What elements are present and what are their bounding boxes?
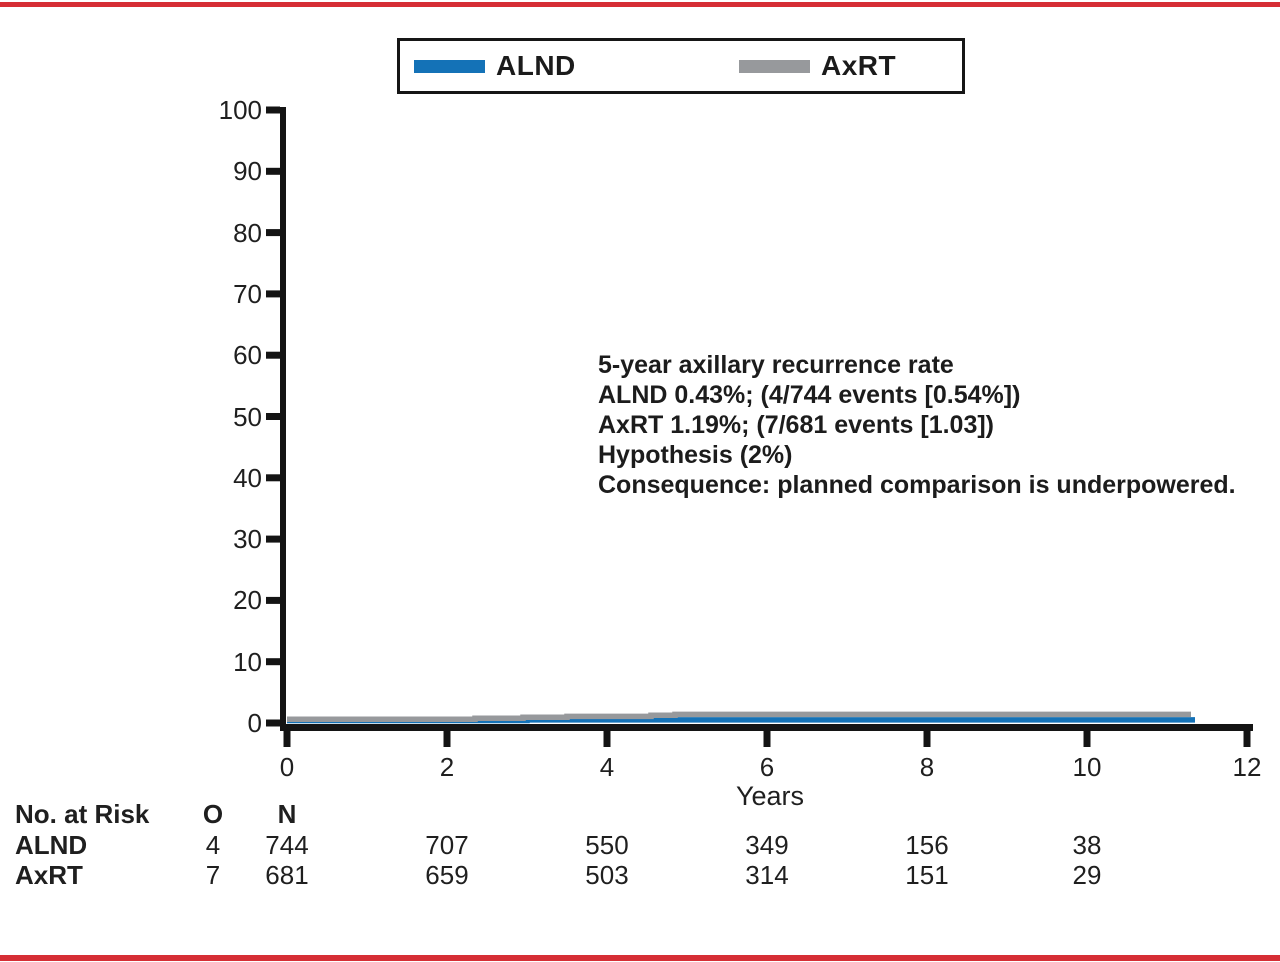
risk-cell: 681 <box>265 860 309 890</box>
risk-row-label-axrt: AxRT <box>15 860 83 890</box>
risk-table-title: No. at Risk <box>15 799 150 829</box>
y-tick-label: 70 <box>233 278 262 309</box>
y-tick-label: 90 <box>233 156 262 187</box>
series-line-axrt <box>287 711 1191 723</box>
risk-cell: 550 <box>585 830 629 860</box>
risk-cell: 29 <box>1072 860 1102 890</box>
y-tick-mark <box>266 106 280 114</box>
y-tick-mark <box>266 535 280 543</box>
legend-item-axrt: AxRT <box>739 41 896 91</box>
x-tick-mark <box>923 731 931 747</box>
risk-cell: 151 <box>905 860 949 890</box>
legend-item-alnd: ALND <box>414 41 576 91</box>
x-tick-mark <box>1083 731 1091 747</box>
risk-table-n-header: N <box>277 799 297 829</box>
y-tick-mark <box>266 167 280 175</box>
risk-cell: 156 <box>905 830 949 860</box>
legend-box: ALND AxRT <box>397 38 965 94</box>
x-tick-mark <box>603 731 611 747</box>
annotation-line: Consequence: planned comparison is under… <box>598 471 1236 499</box>
y-tick-mark <box>266 719 280 727</box>
y-tick-label: 60 <box>233 340 262 371</box>
y-tick-mark <box>266 290 280 298</box>
risk-row-o-alnd: 4 <box>205 830 221 860</box>
bottom-red-rule <box>0 955 1280 961</box>
x-tick-label: 12 <box>1232 752 1262 782</box>
x-tick-mark <box>443 731 451 747</box>
risk-cell: 659 <box>425 860 469 890</box>
risk-cell: 503 <box>585 860 629 890</box>
y-tick-mark <box>266 351 280 359</box>
top-red-rule <box>0 2 1280 7</box>
y-tick-label: 0 <box>247 708 262 738</box>
x-tick-label: 8 <box>919 752 935 782</box>
risk-cell: 349 <box>745 830 789 860</box>
x-axis-title: Years <box>735 781 805 811</box>
risk-cell: 314 <box>745 860 789 890</box>
annotation-line: 5-year axillary recurrence rate <box>598 351 954 379</box>
legend-label-alnd: ALND <box>496 50 576 81</box>
x-tick-mark <box>1243 731 1251 747</box>
y-tick-mark <box>266 229 280 237</box>
y-tick-label: 100 <box>218 95 262 125</box>
risk-table-o-header: O <box>202 799 224 829</box>
risk-cell: 707 <box>425 830 469 860</box>
alnd-line-swatch <box>414 59 485 73</box>
x-tick-label: 2 <box>439 752 455 782</box>
y-tick-mark <box>266 658 280 666</box>
annotation-block: 5-year axillary recurrence rate ALND 0.4… <box>598 350 1236 500</box>
annotation-line: AxRT 1.19%; (7/681 events [1.03]) <box>598 411 995 439</box>
y-tick-mark <box>266 474 280 482</box>
y-tick-mark <box>266 413 280 420</box>
y-tick-mark <box>266 596 280 604</box>
risk-cell: 38 <box>1072 830 1102 860</box>
x-axis-line <box>280 724 1253 731</box>
x-tick-mark <box>283 731 291 747</box>
y-tick-label: 50 <box>233 401 262 432</box>
annotation-line: Hypothesis (2%) <box>598 441 793 469</box>
x-tick-label: 0 <box>279 752 295 782</box>
legend-label-axrt: AxRT <box>821 50 897 81</box>
risk-cell: 744 <box>265 830 309 860</box>
y-axis-line <box>280 107 286 731</box>
annotation-line: ALND 0.43%; (4/744 events [0.54%]) <box>598 381 1021 409</box>
x-tick-label: 6 <box>759 752 775 782</box>
y-tick-label: 20 <box>233 585 262 616</box>
risk-row-o-axrt: 7 <box>205 860 221 890</box>
risk-row-label-alnd: ALND <box>15 830 88 860</box>
y-tick-label: 80 <box>233 217 262 248</box>
y-tick-label: 40 <box>233 462 262 493</box>
y-tick-label: 10 <box>233 646 262 677</box>
x-tick-label: 4 <box>599 752 615 782</box>
axrt-line-swatch <box>739 59 810 73</box>
y-tick-label: 30 <box>233 524 262 555</box>
x-tick-label: 10 <box>1072 752 1102 782</box>
x-tick-mark <box>763 731 771 747</box>
